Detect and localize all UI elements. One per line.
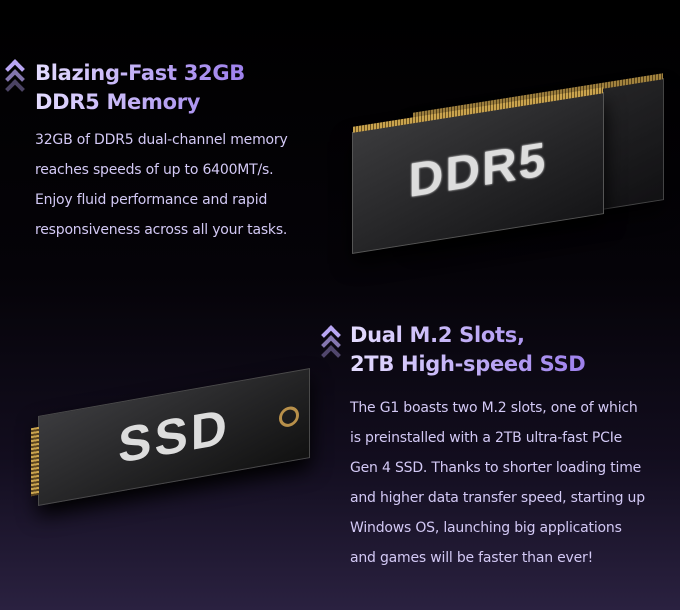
text-line: 32GB of DDR5 dual-channel memory — [35, 132, 288, 148]
heading-line: DDR5 Memory — [35, 90, 201, 114]
ssd-image: SSD — [31, 368, 310, 506]
memory-description: 32GB of DDR5 dual-channel memory reaches… — [35, 125, 288, 245]
storage-heading: Dual M.2 Slots, 2TB High-speed SSD — [350, 321, 585, 379]
text-line: reaches speeds of up to 6400MT/s. — [35, 162, 274, 178]
ram-label: DDR5 — [408, 133, 548, 208]
text-line: is preinstalled with a 2TB ultra-fast PC… — [350, 430, 623, 446]
text-line: and higher data transfer speed, starting… — [350, 490, 645, 506]
chevron-up-icon — [4, 59, 26, 99]
text-line: Gen 4 SSD. Thanks to shorter loading tim… — [350, 460, 642, 476]
chevron-up-icon — [320, 325, 342, 365]
ram-module-image: DDR5 — [352, 87, 604, 254]
text-line: Windows OS, launching big applications — [350, 520, 622, 536]
heading-line: Blazing-Fast 32GB — [35, 61, 245, 85]
text-line: The G1 boasts two M.2 slots, one of whic… — [350, 400, 638, 416]
memory-heading: Blazing-Fast 32GB DDR5 Memory — [35, 59, 245, 117]
text-line: and games will be faster than ever! — [350, 550, 594, 566]
text-line: Enjoy fluid performance and rapid — [35, 192, 268, 208]
heading-line: 2TB High-speed SSD — [350, 352, 586, 376]
ssd-label: SSD — [118, 398, 230, 474]
text-line: responsiveness across all your tasks. — [35, 222, 288, 238]
storage-description: The G1 boasts two M.2 slots, one of whic… — [350, 393, 645, 573]
heading-line: Dual M.2 Slots, — [350, 323, 525, 347]
